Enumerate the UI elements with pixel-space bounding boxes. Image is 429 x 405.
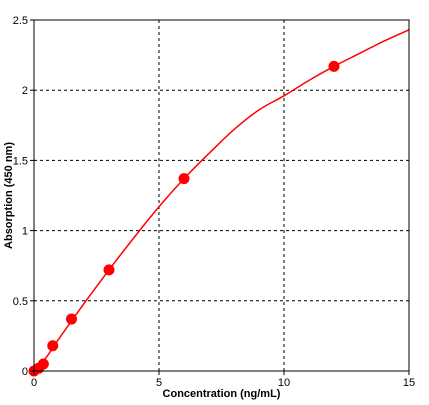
y-tick-label: 0.5 [13, 296, 28, 308]
x-ticks: 0 5 10 15 [31, 371, 415, 389]
x-axis-label: Concentration (ng/mL) [163, 388, 281, 400]
plot-background [34, 20, 409, 371]
data-point [37, 358, 49, 370]
x-tick-label: 0 [31, 377, 37, 389]
y-tick-label: 1 [22, 226, 28, 238]
x-tick-label: 5 [156, 377, 162, 389]
data-point [47, 340, 59, 352]
y-tick-label: 2 [22, 85, 28, 97]
plot-frame [33, 19, 410, 372]
data-point [328, 60, 340, 72]
x-tick-label: 15 [403, 377, 415, 389]
x-tick-label: 10 [278, 377, 290, 389]
data-point [66, 313, 77, 325]
data-point [178, 173, 190, 185]
grid-lines [34, 20, 409, 371]
fit-curve-group [33, 29, 410, 372]
y-tick-label: 1.5 [13, 155, 28, 167]
y-ticks: 0 0.5 1 1.5 2 2.5 [13, 15, 34, 378]
y-tick-label: 2.5 [13, 15, 28, 27]
y-axis-label: Absorption (450 nm) [3, 142, 15, 249]
fit-curve [33, 29, 410, 372]
y-tick-label: 0 [22, 366, 28, 378]
data-point [103, 264, 115, 276]
